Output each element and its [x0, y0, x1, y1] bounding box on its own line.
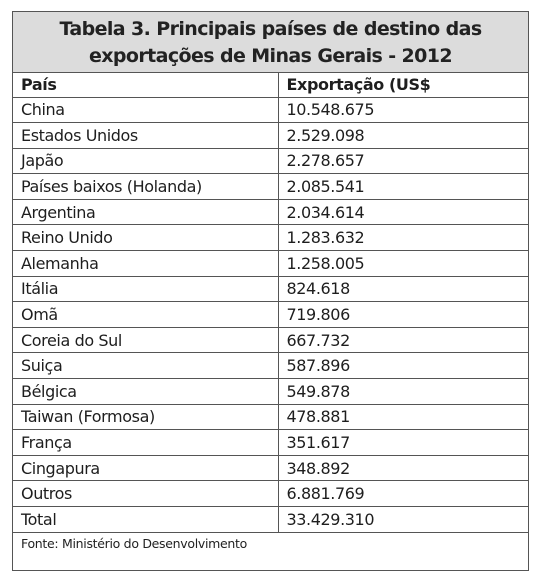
country-cell: Japão: [13, 147, 279, 174]
table-row: Argentina 2.034.614: [13, 198, 528, 225]
table-row: Japão 2.278.657: [13, 147, 528, 174]
table-row: Estados Unidos 2.529.098: [13, 122, 528, 149]
export-value-cell: 33.429.310: [278, 506, 528, 533]
country-cell: Outros: [13, 480, 279, 507]
export-value-cell: 10.548.675: [278, 96, 528, 123]
country-cell: Estados Unidos: [13, 122, 279, 149]
table-row: Omã 719.806: [13, 301, 528, 328]
country-cell: Cingapura: [13, 454, 279, 481]
export-value-cell: 824.618: [278, 275, 528, 302]
source-note: Fonte: Ministério do Desenvolvimento: [13, 532, 528, 554]
country-cell: China: [13, 96, 279, 123]
country-cell: Itália: [13, 275, 279, 302]
table-row: Outros 6.881.769: [13, 480, 528, 507]
data-grid: País Exportação (US$ China 10.548.675 Esta…: [13, 73, 528, 533]
table-title-line-2: exportações de Minas Gerais - 2012: [88, 44, 453, 67]
table-row: Itália 824.618: [13, 275, 528, 302]
export-value-cell: 667.732: [278, 326, 528, 353]
country-cell: Reino Unido: [13, 224, 279, 251]
country-cell: Coreia do Sul: [13, 326, 279, 353]
export-value-cell: 351.617: [278, 429, 528, 456]
country-cell: Taiwan (Formosa): [13, 403, 279, 430]
table-row: Bélgica 549.878: [13, 378, 528, 405]
country-cell: Omã: [13, 301, 279, 328]
export-value-cell: 1.258.005: [278, 250, 528, 277]
country-cell: Argentina: [13, 198, 279, 225]
table-row: Coreia do Sul 667.732: [13, 326, 528, 353]
country-cell: Suiça: [13, 352, 279, 379]
table-row: Reino Unido 1.283.632: [13, 224, 528, 251]
table-row: França 351.617: [13, 429, 528, 456]
export-value-cell: 719.806: [278, 301, 528, 328]
export-value-cell: 2.085.541: [278, 173, 528, 200]
export-value-cell: 6.881.769: [278, 480, 528, 507]
header-row: País Exportação (US$: [13, 73, 528, 97]
table-row: Suiça 587.896: [13, 352, 528, 379]
header-country: País: [13, 73, 279, 97]
country-cell: Total: [13, 506, 279, 533]
country-cell: Países baixos (Holanda): [13, 173, 279, 200]
export-value-cell: 348.892: [278, 454, 528, 481]
export-table: Tabela 3. Principais países de destino d…: [12, 11, 529, 571]
country-cell: Bélgica: [13, 378, 279, 405]
export-value-cell: 2.034.614: [278, 198, 528, 225]
table-row: Taiwan (Formosa) 478.881: [13, 403, 528, 430]
country-cell: França: [13, 429, 279, 456]
export-value-cell: 549.878: [278, 378, 528, 405]
table-row: Países baixos (Holanda) 2.085.541: [13, 173, 528, 200]
export-value-cell: 478.881: [278, 403, 528, 430]
table-title: Tabela 3. Principais países de destino d…: [13, 12, 528, 73]
export-value-cell: 587.896: [278, 352, 528, 379]
export-value-cell: 2.278.657: [278, 147, 528, 174]
table-title-line-1: Tabela 3. Principais países de destino d…: [59, 17, 482, 40]
table-row: Alemanha 1.258.005: [13, 250, 528, 277]
export-value-cell: 1.283.632: [278, 224, 528, 251]
export-value-cell: 2.529.098: [278, 122, 528, 149]
table-row: Cingapura 348.892: [13, 454, 528, 481]
table-row: Total 33.429.310: [13, 506, 528, 533]
header-export: Exportação (US$: [286, 75, 431, 95]
country-cell: Alemanha: [13, 250, 279, 277]
table-row: China 10.548.675: [13, 96, 528, 123]
